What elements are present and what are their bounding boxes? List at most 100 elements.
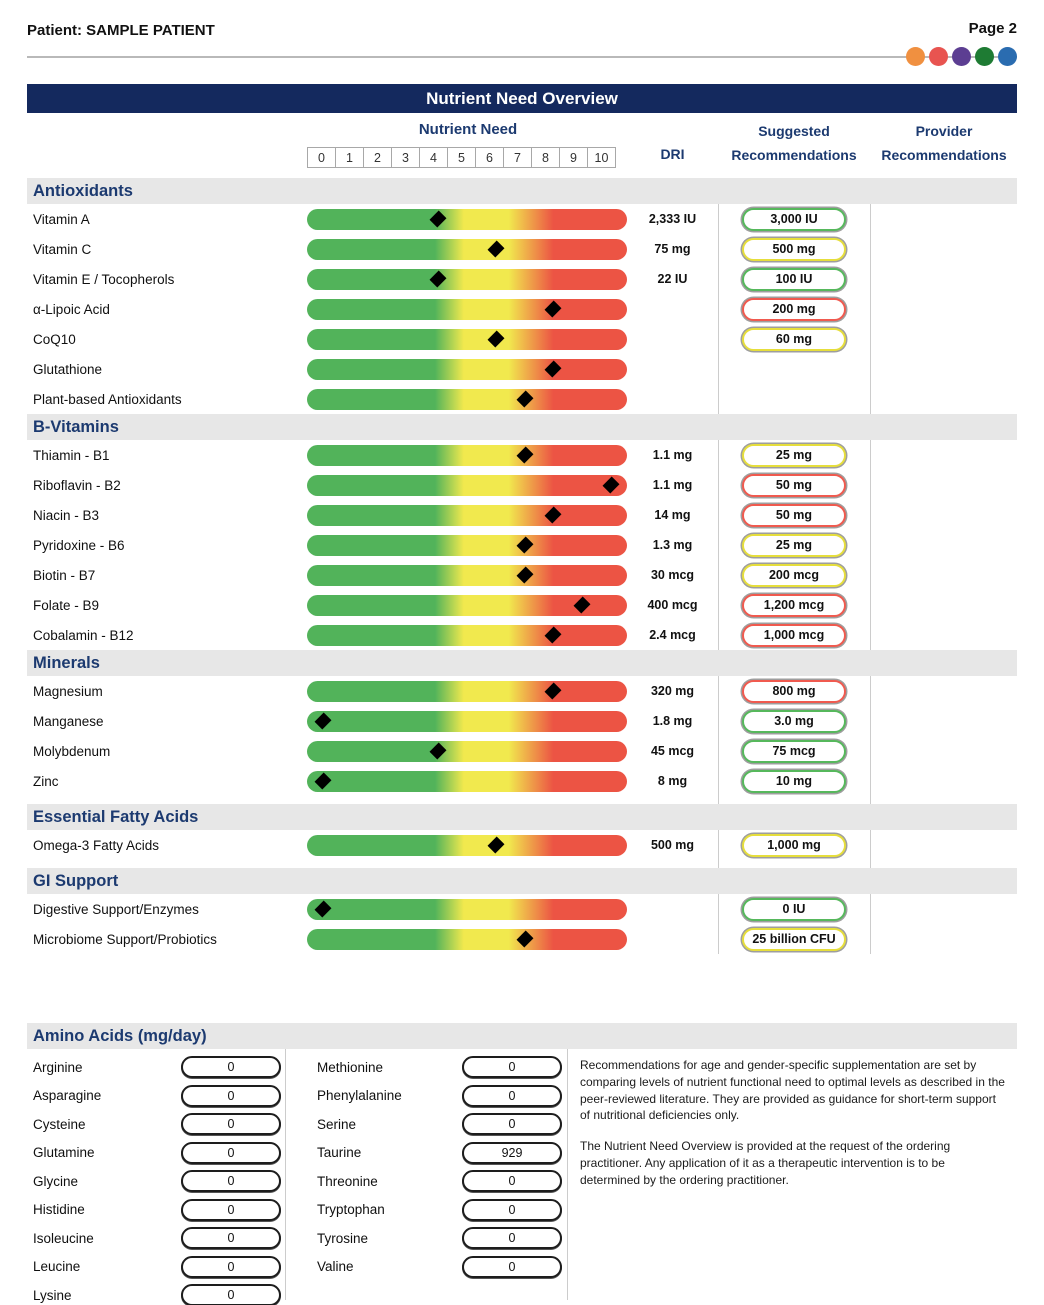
section-title: B-Vitamins [33, 417, 119, 436]
nutrient-row: Glutathione [27, 354, 1017, 384]
amino-acid-row: Leucine 0 [33, 1255, 281, 1278]
nutrient-label: Glutathione [33, 361, 103, 377]
page-dot [906, 47, 925, 66]
amino-acid-row: Histidine 0 [33, 1198, 281, 1221]
nutrient-row: Vitamin E / Tocopherols 22 IU 100 IU [27, 264, 1017, 294]
amino-acid-name: Serine [317, 1116, 357, 1132]
page-dot [998, 47, 1017, 66]
nutrient-label: Riboflavin - B2 [33, 477, 121, 493]
amino-col1: Arginine 0 Asparagine 0 Cysteine 0 Glutamine 0 G… [33, 1056, 281, 1305]
need-gradient-bar [307, 534, 627, 556]
nutrient-label: α-Lipoic Acid [33, 301, 110, 317]
nutrient-row: Zinc 8 mg 10 mg [27, 766, 1017, 796]
section-header-band: Minerals [27, 650, 1017, 676]
need-bar [307, 444, 627, 466]
nutrient-label: Folate - B9 [33, 597, 100, 613]
section-title: GI Support [33, 871, 119, 890]
nutrient-label: Vitamin C [33, 241, 92, 257]
amino-acid-value-pill: 0 [462, 1198, 562, 1221]
need-bar [307, 268, 627, 290]
scale-tick: 3 [391, 147, 420, 168]
need-gradient-bar [307, 238, 627, 260]
scale-tick: 5 [447, 147, 476, 168]
nutrient-label: Zinc [33, 773, 59, 789]
need-bar [307, 388, 627, 410]
amino-acid-value-pill: 0 [181, 1255, 281, 1278]
need-bar [307, 358, 627, 380]
amino-acid-row: Isoleucine 0 [33, 1227, 281, 1249]
need-gradient-bar [307, 898, 627, 920]
amino-acid-row: Serine 0 [317, 1113, 562, 1135]
need-bar [307, 238, 627, 260]
nutrient-row: Folate - B9 400 mcg 1,200 mcg [27, 590, 1017, 620]
nutrient-label: Microbiome Support/Probiotics [33, 931, 217, 947]
amino-acid-name: Threonine [317, 1173, 378, 1189]
nutrient-label: Digestive Support/Enzymes [33, 901, 199, 917]
amino-acid-name: Histidine [33, 1202, 85, 1217]
suggested-recommendation-cell: 60 mg [718, 327, 870, 351]
amino-col2: Methionine 0 Phenylalanine 0 Serine 0 Taurine 9… [317, 1056, 562, 1284]
amino-acid-name: Taurine [317, 1145, 362, 1160]
amino-acid-name: Glutamine [33, 1145, 95, 1160]
nutrient-section: B-Vitamins Thiamin - B1 1.1 mg 25 mg Ribofla… [27, 414, 1017, 650]
amino-acid-row: Lysine 0 [33, 1284, 281, 1305]
recommendation-pill: 1,200 mcg [742, 593, 846, 617]
amino-acid-name: Methionine [317, 1059, 384, 1075]
recommendation-pill: 500 mg [742, 237, 846, 261]
nutrient-section: Essential Fatty Acids Omega-3 Fatty Acids… [27, 804, 1017, 860]
dri-value: 400 mcg [647, 598, 698, 612]
nutrient-row: Plant-based Antioxidants [27, 384, 1017, 414]
patient-name-label: Patient: SAMPLE PATIENT [27, 22, 215, 39]
suggested-recommendation-cell: 1,000 mcg [718, 623, 870, 647]
section-title: Minerals [33, 653, 100, 672]
need-bar [307, 534, 627, 556]
need-bar [307, 474, 627, 496]
recommendation-pill: 0 IU [742, 897, 846, 921]
need-gradient-bar [307, 328, 627, 350]
nutrient-label: Molybdenum [33, 743, 111, 759]
recommendation-pill: 50 mg [742, 503, 846, 527]
suggested-recommendation-cell: 3.0 mg [718, 709, 870, 733]
need-gradient-bar [307, 624, 627, 646]
need-bar [307, 928, 627, 950]
suggested-recommendation-cell: 50 mg [718, 503, 870, 527]
nutrient-row: Vitamin A 2,333 IU 3,000 IU [27, 204, 1017, 234]
nutrient-label: Vitamin A [33, 211, 90, 227]
dri-value: 320 mg [650, 684, 695, 698]
amino-acid-value-pill: 0 [462, 1255, 562, 1278]
nutrient-label: Thiamin - B1 [33, 447, 110, 463]
amino-acid-name: Cysteine [33, 1116, 86, 1132]
need-gradient-bar [307, 770, 627, 792]
nutrient-row: Riboflavin - B2 1.1 mg 50 mg [27, 470, 1017, 500]
amino-acid-row: Threonine 0 [317, 1170, 562, 1192]
amino-acid-name: Valine [317, 1259, 354, 1274]
suggested-header-line1: Suggested [758, 123, 830, 139]
amino-acid-name: Asparagine [33, 1088, 102, 1103]
nutrient-label: Vitamin E / Tocopherols [33, 271, 175, 287]
amino-acid-row: Cysteine 0 [33, 1113, 281, 1135]
need-gradient-bar [307, 928, 627, 950]
scale-tick: 9 [559, 147, 588, 168]
nutrient-row: Biotin - B7 30 mcg 200 mcg [27, 560, 1017, 590]
amino-acid-name: Arginine [33, 1059, 83, 1075]
amino-column-divider-2 [567, 1049, 568, 1300]
need-gradient-bar [307, 834, 627, 856]
recommendation-pill: 75 mcg [742, 739, 846, 763]
recommendation-pill: 10 mg [742, 769, 846, 793]
disclaimer-paragraph: Recommendations for age and gender-speci… [580, 1058, 1005, 1123]
amino-acid-value-pill: 0 [462, 1084, 562, 1107]
suggested-header-line2: Recommendations [731, 147, 857, 163]
scale-tick: 1 [335, 147, 364, 168]
nutrient-label: Manganese [33, 713, 104, 729]
nutrient-label: Omega-3 Fatty Acids [33, 837, 160, 853]
section-header-band: Antioxidants [27, 178, 1017, 204]
need-gradient-bar [307, 504, 627, 526]
amino-acid-name: Isoleucine [33, 1230, 94, 1246]
nutrient-label: Magnesium [33, 683, 103, 699]
need-gradient-bar [307, 564, 627, 586]
need-gradient-bar [307, 594, 627, 616]
suggested-recommendation-cell: 25 mg [718, 443, 870, 467]
recommendation-pill: 1,000 mcg [742, 623, 846, 647]
recommendation-pill: 100 IU [742, 267, 846, 291]
